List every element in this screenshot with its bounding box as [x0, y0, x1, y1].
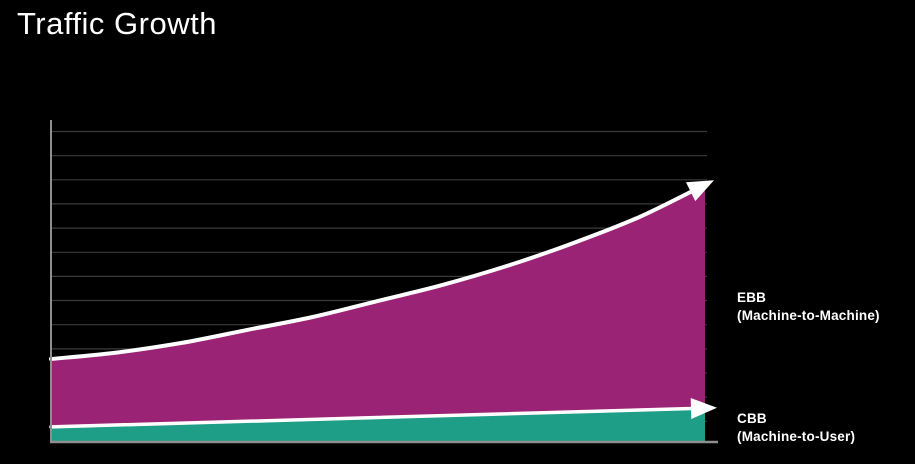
ebb-label-name: EBB — [737, 290, 767, 305]
cbb-label-subtitle: (Machine-to-User) — [737, 429, 856, 445]
cbb-arrowhead-icon — [690, 398, 717, 419]
ebb-label: EBB (Machine-to-Machine) — [737, 289, 880, 325]
cbb-area — [51, 408, 705, 441]
cbb-trend-line — [49, 406, 707, 429]
ebb-arrowhead-icon — [686, 180, 714, 202]
cbb-label-name: CBB — [737, 411, 767, 426]
cbb-label: CBB (Machine-to-User) — [737, 410, 855, 446]
ebb-trend-line — [49, 182, 707, 361]
page-title: Traffic Growth — [17, 6, 217, 41]
ebb-area — [51, 184, 705, 427]
ebb-label-subtitle: (Machine-to-Machine) — [737, 308, 880, 324]
